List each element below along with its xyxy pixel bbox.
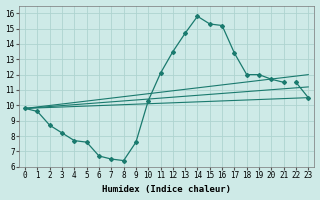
X-axis label: Humidex (Indice chaleur): Humidex (Indice chaleur) bbox=[102, 185, 231, 194]
